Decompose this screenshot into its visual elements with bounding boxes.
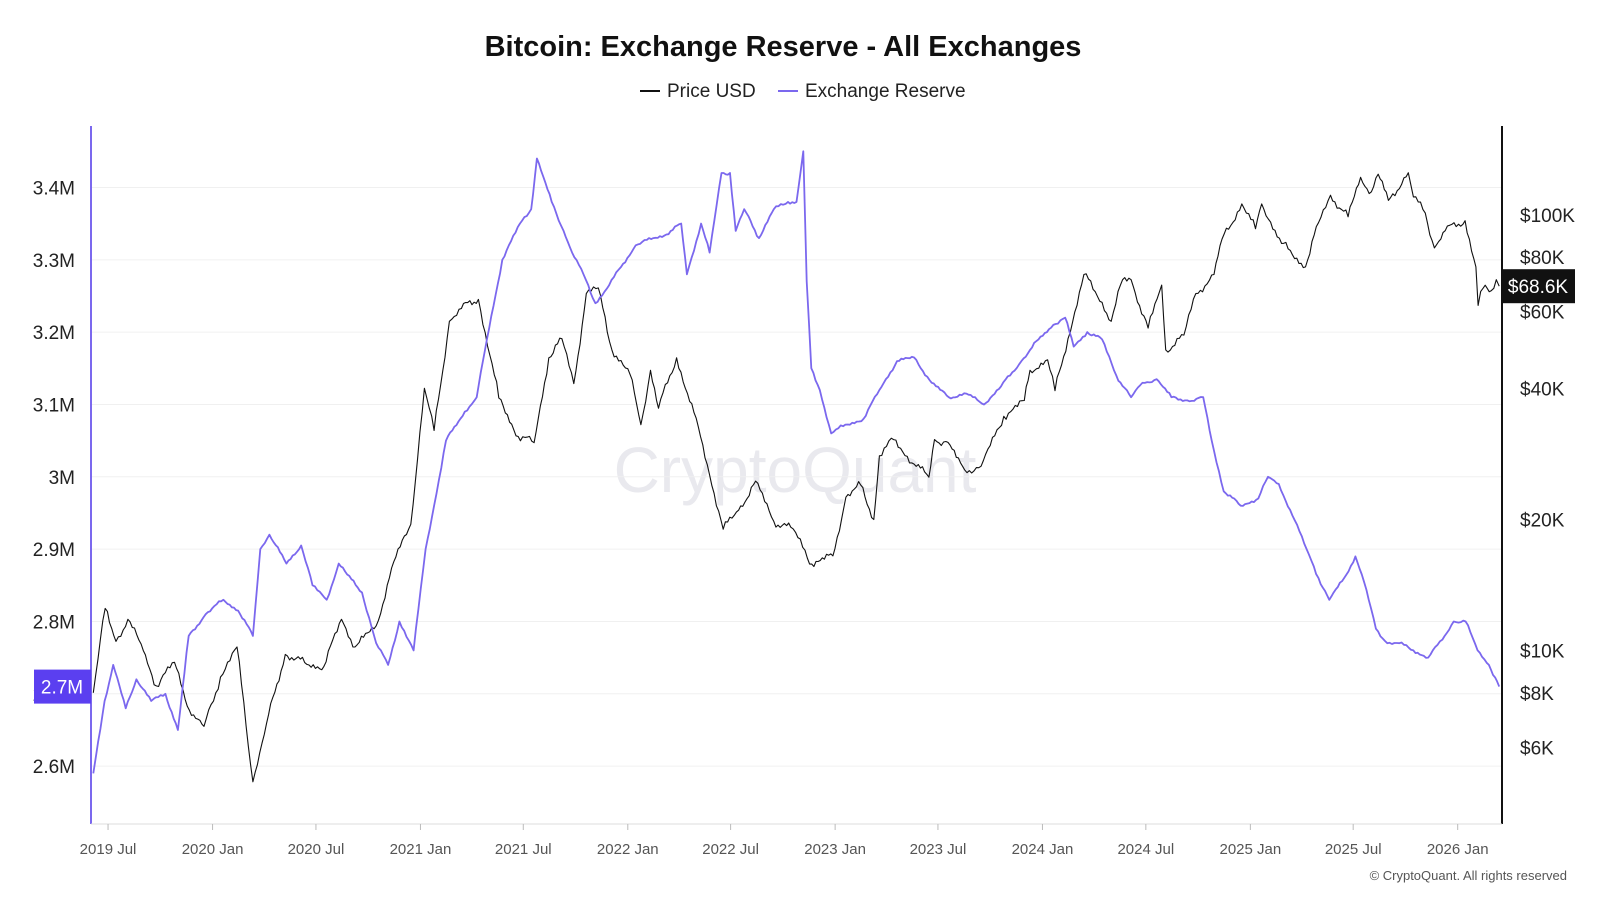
right-axis-ticks: $6K $8K $10K $20K $40K $60K $80K $100K bbox=[1520, 206, 1575, 759]
right-tick-label: $8K bbox=[1520, 684, 1554, 705]
x-tick-label: 2023 Jan bbox=[804, 841, 866, 858]
right-tick-label: $6K bbox=[1520, 738, 1554, 759]
legend-item-reserve[interactable]: Exchange Reserve bbox=[778, 81, 966, 102]
x-tick-label: 2025 Jan bbox=[1219, 841, 1281, 858]
x-tick-label: 2020 Jan bbox=[182, 841, 244, 858]
left-tick-label: 3M bbox=[49, 468, 75, 489]
left-current-badge-label: 2.7M bbox=[41, 678, 83, 699]
copyright-text: © CryptoQuant. All rights reserved bbox=[1370, 868, 1567, 883]
x-tick-label: 2020 Jul bbox=[288, 841, 345, 858]
left-current-badge-bg bbox=[34, 669, 91, 704]
left-tick-label: 2.6M bbox=[33, 757, 75, 778]
right-current-badge-bg bbox=[1502, 269, 1575, 304]
right-tick-label: $40K bbox=[1520, 379, 1565, 400]
x-tick-label: 2022 Jan bbox=[597, 841, 659, 858]
left-tick-label: 3.4M bbox=[33, 178, 75, 199]
left-tick-label: 2.9M bbox=[33, 540, 75, 561]
left-tick-label: 3.2M bbox=[33, 323, 75, 344]
grid bbox=[91, 186, 1502, 767]
watermark: CryptoQuant bbox=[614, 434, 977, 506]
left-tick-label: 3.1M bbox=[33, 395, 75, 416]
right-tick-label: $100K bbox=[1520, 206, 1575, 227]
legend-label-price: Price USD bbox=[667, 81, 756, 102]
left-tick-label: 2.8M bbox=[33, 612, 75, 633]
left-tick-label: 3.3M bbox=[33, 251, 75, 272]
x-tick-label: 2021 Jan bbox=[390, 841, 452, 858]
x-tick-label: 2026 Jan bbox=[1427, 841, 1489, 858]
x-tick-label: 2022 Jul bbox=[702, 841, 759, 858]
chart-title: Bitcoin: Exchange Reserve - All Exchange… bbox=[485, 31, 1082, 63]
right-tick-label: $60K bbox=[1520, 303, 1565, 324]
series-layer bbox=[92, 150, 1501, 783]
x-tick-label: 2019 Jul bbox=[80, 841, 137, 858]
x-axis-ticks: 2019 Jul 2020 Jan 2020 Jul 2021 Jan 2021 Jul… bbox=[80, 824, 1489, 858]
x-tick-label: 2024 Jan bbox=[1012, 841, 1074, 858]
x-tick-label: 2025 Jul bbox=[1325, 841, 1382, 858]
x-tick-label: 2023 Jul bbox=[910, 841, 967, 858]
legend: Price USD Exchange Reserve bbox=[640, 81, 966, 102]
right-tick-label: $80K bbox=[1520, 248, 1565, 269]
legend-item-price[interactable]: Price USD bbox=[640, 81, 756, 102]
series-line-price-usd bbox=[92, 172, 1500, 783]
right-current-badge: $68.6K bbox=[1502, 269, 1575, 304]
legend-label-reserve: Exchange Reserve bbox=[805, 81, 966, 102]
right-tick-label: $20K bbox=[1520, 510, 1565, 531]
right-tick-label: $10K bbox=[1520, 642, 1565, 663]
x-tick-label: 2024 Jul bbox=[1117, 841, 1174, 858]
right-current-badge-label: $68.6K bbox=[1508, 277, 1569, 298]
series-line-exchange-reserve bbox=[92, 150, 1501, 774]
left-current-badge: 2.7M bbox=[34, 669, 91, 704]
x-tick-label: 2021 Jul bbox=[495, 841, 552, 858]
